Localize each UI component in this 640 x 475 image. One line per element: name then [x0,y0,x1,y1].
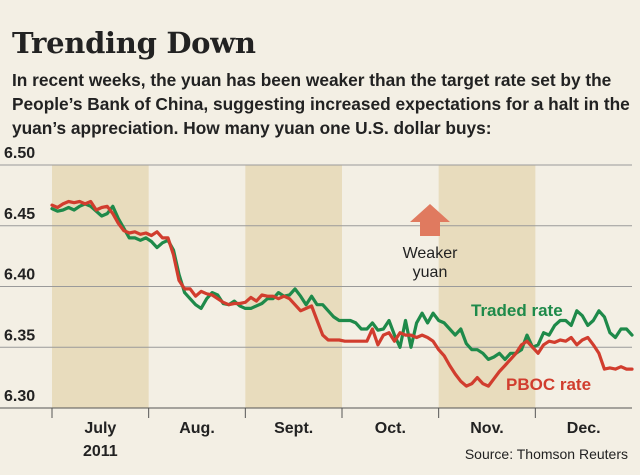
series-label: Traded rate [471,301,563,320]
x-tick-label: Nov. [470,420,503,437]
x-tick-label: Dec. [567,420,601,437]
chart-title: Trending Down [12,26,256,60]
chart-subtitle: In recent weeks, the yuan has been weake… [12,70,630,138]
x-axis-tick-labels: July 2011 Aug. Sept. Oct. Nov. Dec. [51,408,601,460]
y-tick-label: 6.35 [4,327,35,344]
x-tick-label: Sept. [274,420,313,437]
series-lines [50,199,634,388]
x-tick-label: July [84,420,116,437]
series-line [50,202,634,361]
y-tick-label: 6.30 [4,388,35,405]
series-line [50,199,634,388]
annotation-text: Weaker [403,245,459,262]
x-tick-label: Oct. [375,420,406,437]
x-tick-sublabel: 2011 [83,443,118,460]
y-tick-label: 6.40 [4,267,35,284]
series-label: PBOC rate [506,375,591,394]
y-axis-tick-labels: 6.50 6.45 6.40 6.35 6.30 [4,145,35,405]
source-note: Source: Thomson Reuters [464,446,628,462]
annotation-text: yuan [413,264,448,281]
weaker-yuan-annotation: Weaker yuan [403,204,459,281]
gridlines [0,164,632,409]
y-tick-label: 6.50 [4,145,35,162]
y-tick-label: 6.45 [4,206,35,223]
x-tick-label: Aug. [179,420,215,437]
series-labels: Traded rate PBOC rate [471,301,591,394]
arrow-up-icon [410,204,450,236]
